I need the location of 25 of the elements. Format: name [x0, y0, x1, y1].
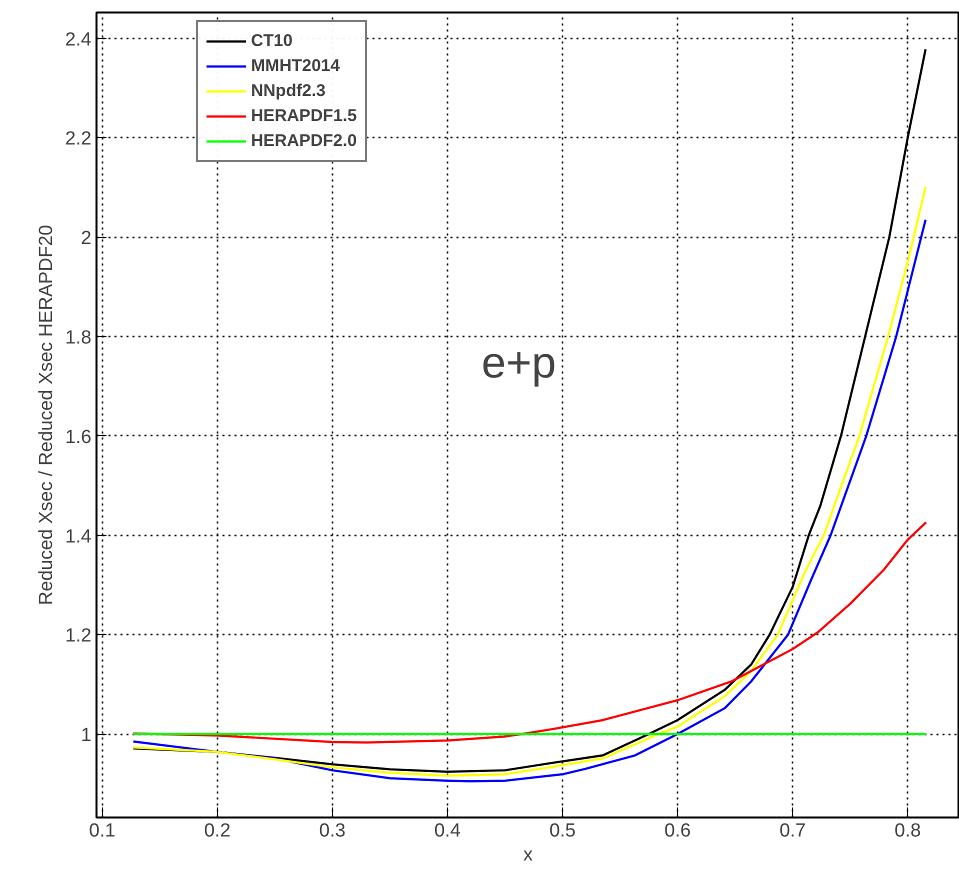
x-tick-label: 0.8	[894, 820, 921, 842]
y-tick-label: 2.2	[65, 128, 92, 150]
x-tick-label: 0.6	[664, 820, 691, 842]
y-tick-label: 1.2	[65, 626, 92, 647]
x-axis-title: x	[523, 844, 534, 866]
y-tick-label: 1	[80, 725, 92, 746]
legend-label: HERAPDF2.0	[251, 130, 357, 152]
y-tick-label: 1.8	[65, 327, 92, 348]
x-tick-label: 0.4	[434, 820, 462, 842]
y-tick-label: 1.4	[65, 526, 92, 548]
x-tick-label: 0.7	[779, 820, 806, 842]
y-tick-label: 2.4	[65, 29, 92, 50]
y-tick-label: 1.6	[65, 426, 92, 448]
y-axis-title: Reduced Xsec / Reduced Xsec HERAPDF20	[36, 224, 58, 606]
legend-label: MMHT2014	[251, 55, 340, 77]
x-tick-label: 0.3	[319, 820, 346, 842]
x-tick-label: 0.2	[204, 820, 231, 842]
legend-label: HERAPDF1.5	[251, 105, 357, 127]
x-tick-label: 0.5	[549, 820, 576, 842]
line-series	[132, 521, 928, 744]
annotation: e+p	[482, 338, 556, 388]
legend-label: NNpdf2.3	[251, 80, 326, 102]
legend-label: CT10	[251, 30, 293, 52]
x-tick-label: 0.1	[89, 820, 116, 842]
y-tick-label: 2	[80, 228, 92, 250]
